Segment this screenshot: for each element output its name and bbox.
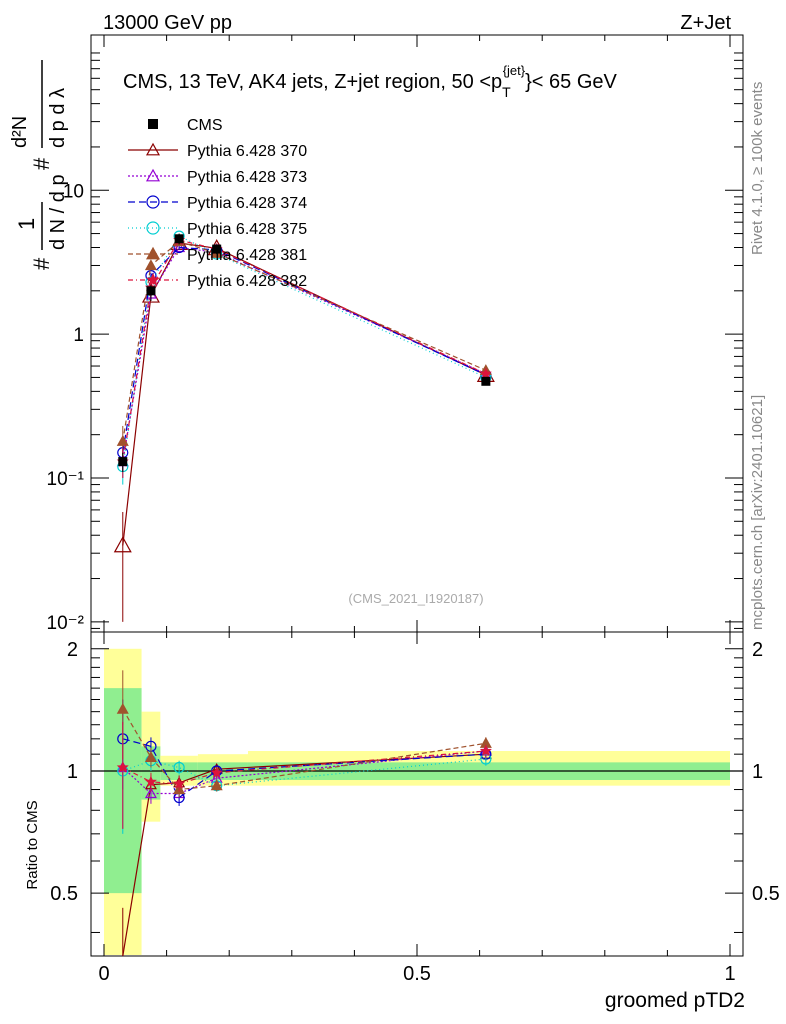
legend-label: Pythia 6.428 374 bbox=[187, 195, 307, 212]
ratio-line-p373 bbox=[122, 750, 486, 795]
ratio-plot-frame bbox=[90, 631, 744, 957]
header-right: Z+Jet bbox=[680, 12, 731, 34]
ratio-point-p375 bbox=[173, 761, 185, 774]
cms-data-point bbox=[212, 244, 222, 254]
series-point-p381 bbox=[144, 259, 157, 271]
y-label-hash-1: # bbox=[29, 257, 54, 270]
y-axis-label-main: # 1 d N / d p # d²N d p d λ bbox=[9, 60, 69, 270]
ratio-tick-label: 0.5 bbox=[50, 883, 78, 905]
x-tick-label: 0 bbox=[98, 963, 109, 985]
legend-marker bbox=[146, 272, 160, 286]
ratio-tick-label-right: 2 bbox=[752, 639, 763, 661]
y-label-dn: d N / d p bbox=[47, 174, 69, 250]
series-point-p381 bbox=[116, 435, 129, 446]
ratio-point-p382 bbox=[479, 744, 492, 757]
legend: CMS Pythia 6.428 370 Pythia 6.428 373 Pythi… bbox=[128, 117, 307, 290]
ratio-tick-label-right: 1 bbox=[752, 761, 763, 783]
ratio-tick-label-right: 0.5 bbox=[752, 883, 780, 905]
legend-label: CMS bbox=[187, 117, 223, 134]
series-point-p373 bbox=[173, 241, 186, 253]
ratio-point-p381 bbox=[144, 751, 157, 763]
legend-marker bbox=[148, 119, 158, 129]
ratio-point-p382 bbox=[173, 777, 186, 789]
legend-label: Pythia 6.428 375 bbox=[187, 221, 307, 238]
ratio-point-p381 bbox=[116, 702, 129, 714]
main-series-layer bbox=[113, 230, 495, 622]
series-point-p370 bbox=[113, 536, 132, 553]
y-axis-label-ratio: Ratio to CMS bbox=[24, 800, 41, 889]
side-text-mcplots: mcplots.cern.ch [arXiv:2401.10621] bbox=[749, 395, 766, 630]
y-label-d2n: d²N bbox=[9, 116, 31, 148]
ratio-series-layer bbox=[116, 670, 492, 957]
ratio-line-p374 bbox=[122, 738, 486, 799]
cms-data-point bbox=[481, 376, 491, 386]
x-axis-label: groomed pTD2 bbox=[605, 989, 745, 1012]
series-line-p381 bbox=[122, 240, 487, 442]
ratio-point-p382 bbox=[144, 775, 157, 787]
y-label-one: 1 bbox=[14, 218, 39, 230]
cms-data-point bbox=[174, 234, 184, 244]
x-tick-label: 1 bbox=[724, 963, 735, 985]
y-label-hash-2: # bbox=[29, 157, 54, 170]
ratio-uncertainty-bands bbox=[91, 648, 743, 955]
ratio-point-p382 bbox=[116, 761, 129, 773]
ratio-point-p382 bbox=[210, 766, 223, 778]
legend-label: Pythia 6.428 381 bbox=[187, 247, 307, 264]
ratio-point-p373 bbox=[144, 787, 157, 799]
y-tick-label: 10 bbox=[63, 181, 84, 202]
axis-ticks: 0 0.5 1 10⁻² 10⁻¹ 1 10 0.5 0.5 1 1 2 2 bbox=[47, 35, 780, 985]
ratio-tick-label: 1 bbox=[67, 761, 78, 783]
legend-marker bbox=[145, 168, 161, 182]
analysis-id: (CMS_2021_I1920187) bbox=[348, 591, 483, 606]
ratio-tick-label: 2 bbox=[67, 639, 78, 661]
ratio-point-p381 bbox=[210, 779, 223, 791]
legend-label: Pythia 6.428 370 bbox=[187, 143, 307, 160]
y-tick-label: 10⁻¹ bbox=[47, 469, 85, 490]
series-line-p375 bbox=[122, 235, 487, 467]
legend-label: Pythia 6.428 373 bbox=[187, 169, 307, 186]
cms-data-point bbox=[146, 286, 156, 296]
legend-marker bbox=[145, 142, 161, 156]
legend-label: Pythia 6.428 382 bbox=[187, 273, 307, 290]
cms-data-point bbox=[118, 457, 128, 467]
legend-marker bbox=[146, 195, 160, 209]
x-tick-label: 0.5 bbox=[403, 963, 431, 985]
y-tick-label: 1 bbox=[73, 325, 84, 346]
legend-marker bbox=[145, 246, 161, 260]
y-tick-label: 10⁻² bbox=[47, 613, 85, 634]
series-point-p382 bbox=[479, 367, 492, 379]
y-label-dpt-dlambda: d p d λ bbox=[47, 88, 69, 148]
legend-marker bbox=[146, 221, 160, 235]
side-text-rivet: Rivet 4.1.0, ≥ 100k events bbox=[749, 82, 766, 255]
header-left: 13000 GeV pp bbox=[103, 12, 232, 34]
plot-title: CMS, 13 TeV, AK4 jets, Z+jet region, 50 … bbox=[123, 63, 618, 100]
